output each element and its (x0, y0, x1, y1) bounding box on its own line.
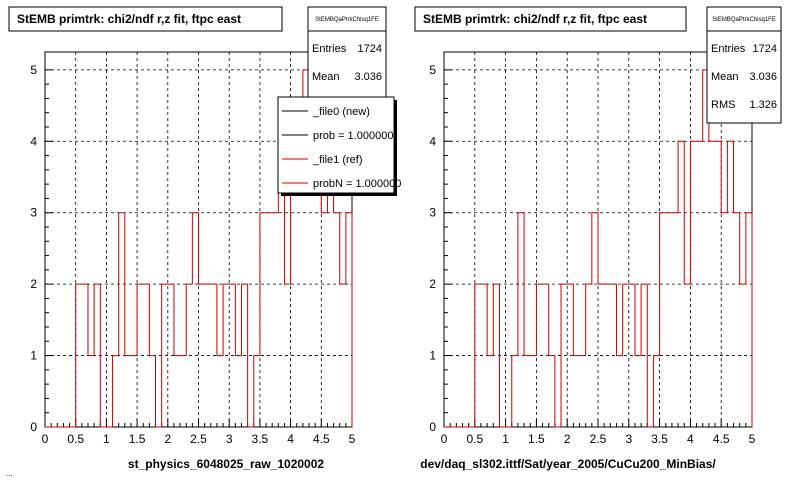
legend-entry-label: _file0 (new) (312, 106, 370, 118)
title-box (414, 6, 687, 32)
x-tick-label: 3.5 (252, 432, 269, 446)
y-tick-label: 3 (429, 206, 436, 220)
stats-value: 1724 (753, 43, 777, 55)
x-tick-label: 3 (625, 432, 632, 446)
stats-label: Entries (711, 43, 746, 55)
y-tick-label: 4 (429, 134, 436, 148)
stats-label: Entries (312, 43, 347, 55)
footer-text: ... (6, 469, 13, 478)
x-tick-label: 3.5 (651, 432, 668, 446)
y-tick-label: 4 (30, 134, 37, 148)
x-tick-label: 2.5 (590, 432, 607, 446)
legend-entry-label: prob = 1.000000 (313, 130, 393, 142)
x-tick-label: 1 (502, 432, 509, 446)
stats-value: 3.036 (354, 71, 382, 83)
x-axis-label: st_physics_6048025_raw_1020002 (128, 457, 324, 471)
x-tick-label: 2 (564, 432, 571, 446)
y-tick-label: 0 (30, 420, 37, 434)
stats-label: Mean (312, 71, 340, 83)
x-tick-label: 0 (42, 432, 49, 446)
chart-title: StEMB primtrk: chi2/ndf r,z fit, ftpc ea… (17, 12, 241, 26)
x-tick-label: 1 (103, 432, 110, 446)
y-tick-label: 2 (429, 277, 436, 291)
x-tick-label: 4.5 (313, 432, 330, 446)
x-tick-label: 1.5 (129, 432, 146, 446)
stats-label: Mean (711, 71, 739, 83)
stats-box (706, 6, 782, 124)
x-tick-label: 0.5 (466, 432, 483, 446)
stats-value: 1.326 (749, 99, 777, 111)
stats-box-name: StEMBQaPtrkChisq1FE (315, 17, 379, 23)
y-tick-label: 2 (30, 277, 37, 291)
x-tick-label: 3 (226, 432, 233, 446)
x-tick-label: 0.5 (67, 432, 84, 446)
legend-entry-label: _file1 (ref) (312, 154, 363, 166)
title-box (8, 6, 283, 32)
histogram-panel-left: 0 0.5 1 1.5 2 2.5 3 3.5 4 4.5 5 0 1 2 3 4 5 st_physics_60… (8, 6, 401, 471)
stats-value: 1724 (358, 43, 382, 55)
y-tick-label: 5 (429, 63, 436, 77)
y-tick-label: 1 (30, 349, 37, 363)
y-tick-label: 3 (30, 206, 37, 220)
stats-label: RMS (711, 99, 735, 111)
stats-value: 3.036 (749, 71, 777, 83)
x-tick-label: 4 (687, 432, 694, 446)
x-tick-label: 1.5 (528, 432, 545, 446)
x-tick-label: 4.5 (713, 432, 730, 446)
x-tick-label: 0 (441, 432, 448, 446)
legend-box (277, 96, 395, 194)
stats-box-name: StEMBQaPtrkChisq1FE (712, 17, 776, 23)
x-tick-label: 5 (349, 432, 356, 446)
x-tick-label: 4 (287, 432, 294, 446)
histogram-panel-right: 0 0.5 1 1.5 2 2.5 3 3.5 4 4.5 5 0 1 2 3 4 5 dev/daq_sl302… (414, 6, 782, 471)
y-tick-label: 0 (429, 420, 436, 434)
x-tick-label: 2.5 (190, 432, 207, 446)
x-axis-label: dev/daq_sl302.ittf/Sat/year_2005/CuCu200… (420, 457, 716, 471)
y-tick-label: 1 (429, 349, 436, 363)
x-tick-label: 5 (749, 432, 756, 446)
x-tick-label: 2 (164, 432, 171, 446)
legend-entry-label: probN = 1.000000 (313, 178, 401, 190)
y-tick-label: 5 (30, 63, 37, 77)
chart-title: StEMB primtrk: chi2/ndf r,z fit, ftpc ea… (423, 12, 647, 26)
